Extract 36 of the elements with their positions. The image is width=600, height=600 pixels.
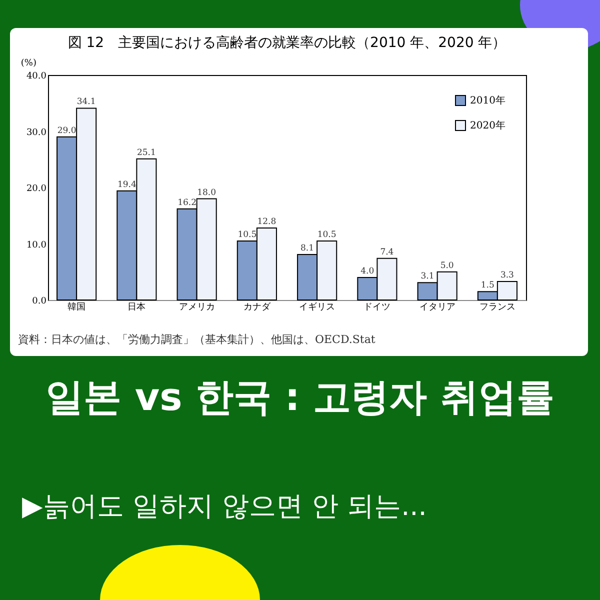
- y-tick-label: 10.0: [26, 240, 47, 250]
- data-label: 1.5: [480, 280, 494, 291]
- y-tick-label: 30.0: [26, 128, 47, 138]
- data-label: 29.0: [57, 126, 76, 136]
- y-tick-label: 20.0: [26, 184, 47, 194]
- text: ▶늙어도 일하지 않으면 안 되는...: [22, 490, 427, 524]
- chart-title: 図 12 主要国における高齢者の就業率の比較（2010 年、2020 年）: [68, 35, 506, 51]
- data-label: 7.4: [380, 247, 394, 258]
- x-tick-label: イギリス: [299, 302, 336, 312]
- x-tick-label: カナダ: [243, 302, 272, 312]
- data-label: 5.0: [440, 260, 454, 271]
- data-label: 19.4: [117, 180, 136, 190]
- data-label: 18.0: [197, 188, 216, 198]
- data-label: 8.1: [300, 243, 314, 254]
- data-label: 3.3: [500, 270, 514, 280]
- data-label: 3.1: [420, 272, 434, 282]
- data-label: 4.0: [360, 266, 374, 276]
- x-tick-label: アメリカ: [178, 302, 215, 312]
- y-tick-label: 0.0: [32, 296, 47, 306]
- y-axis-title: (%): [20, 58, 36, 68]
- data-label: 12.8: [257, 217, 276, 227]
- x-tick-label: 日本: [128, 302, 146, 312]
- data-label: 16.2: [178, 198, 197, 208]
- data-label: 10.5: [238, 230, 257, 240]
- legend-label: 2020年: [470, 120, 506, 132]
- x-tick-label: ドイツ: [364, 302, 391, 312]
- y-tick-label: 40.0: [26, 72, 47, 82]
- data-label: 25.1: [136, 148, 156, 158]
- x-tick-label: 韓国: [68, 302, 86, 312]
- data-label: 34.1: [76, 97, 96, 108]
- legend-label: 2010年: [470, 94, 506, 106]
- x-tick-label: フランス: [479, 302, 516, 312]
- x-tick-label: イタリア: [419, 302, 456, 312]
- data-label: 10.5: [317, 230, 336, 240]
- text: 일본 vs 한국 : 고령자 취업률: [44, 374, 556, 421]
- text: 資料：日本の値は、「労働力調査」（基本集計）、他国は、OECD.Stat: [18, 332, 376, 347]
